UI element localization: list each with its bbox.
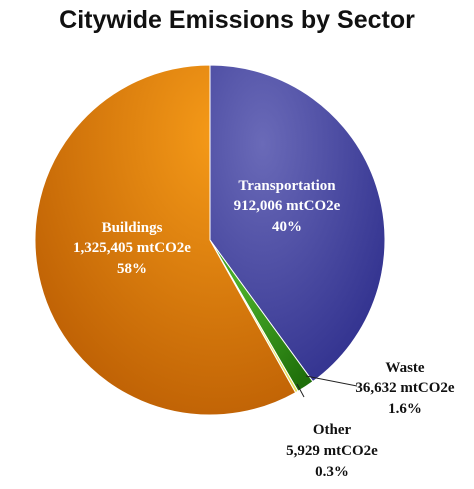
waste-label-value: 36,632 mtCO2e	[355, 380, 454, 396]
waste-leader-line	[305, 375, 358, 387]
transportation-label-percent: 40%	[272, 219, 302, 235]
buildings-label-name: Buildings	[102, 220, 163, 236]
pie-slice-transportation	[209, 64, 386, 383]
pie-slice-buildings	[34, 64, 297, 416]
other-label-percent: 0.3%	[315, 464, 349, 480]
transportation-label-value: 912,006 mtCO2e	[234, 198, 341, 214]
other-label-name: Other	[313, 422, 352, 438]
other-leader-line	[296, 383, 305, 398]
chart-title: Citywide Emissions by Sector	[59, 6, 415, 34]
slice-label-waste: Waste 36,632 mtCO2e 1.6%	[355, 360, 454, 417]
other-label-value: 5,929 mtCO2e	[286, 443, 378, 459]
slice-label-other: Other 5,929 mtCO2e 0.3%	[286, 422, 378, 480]
buildings-label-percent: 58%	[117, 261, 147, 277]
waste-label-percent: 1.6%	[388, 401, 422, 417]
buildings-label-value: 1,325,405 mtCO2e	[73, 240, 191, 256]
pie-slices	[34, 64, 386, 416]
slice-label-transportation: Transportation 912,006 mtCO2e 40%	[234, 178, 341, 235]
slice-label-buildings: Buildings 1,325,405 mtCO2e 58%	[73, 220, 191, 277]
transportation-label-name: Transportation	[238, 178, 336, 194]
waste-label-name: Waste	[385, 360, 425, 376]
